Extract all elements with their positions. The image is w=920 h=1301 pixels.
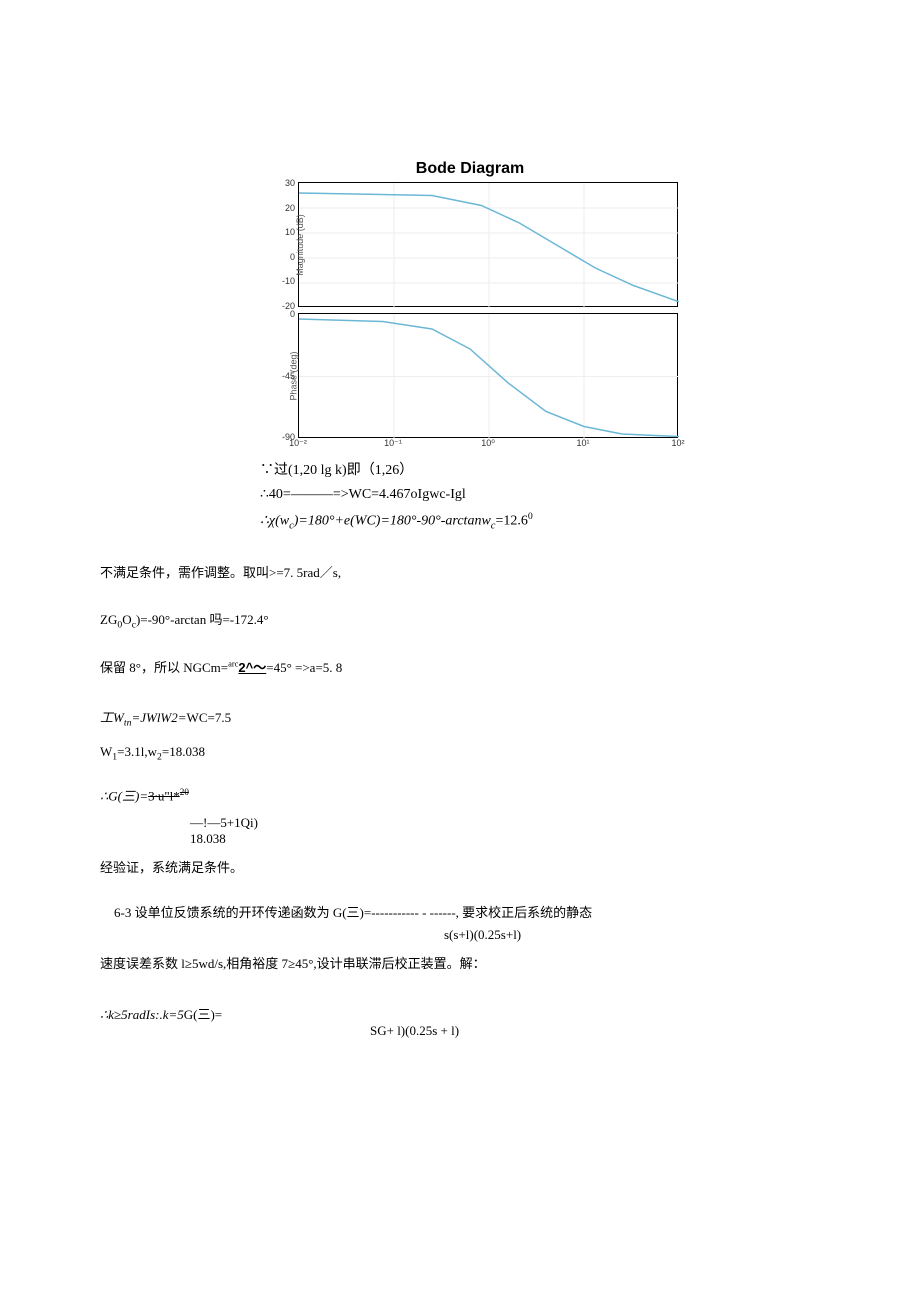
xtick: 10² — [671, 438, 684, 448]
ytick: 30 — [285, 178, 295, 188]
text: ZG — [100, 612, 117, 627]
text: SG+ l)(0.25s + l) — [370, 1017, 459, 1046]
mag-yticks: 30 20 10 0 -10 -20 — [273, 183, 297, 306]
text: )=-90°-arctan 吗=-172.4° — [136, 612, 269, 627]
math-line: ∴40=———=>WC=4.467oIgwc-Igl — [260, 484, 840, 506]
paragraph: 不满足条件，需作调整。取叫>=7. 5rad／s, — [100, 559, 840, 588]
xaxis-ticks: 10⁻² 10⁻¹ 10⁰ 10¹ 10² — [298, 438, 678, 454]
text: =JWlW2= — [131, 710, 186, 725]
mag-plot — [299, 183, 679, 308]
text: 工 — [100, 710, 113, 725]
text: =>WC=4.467oIgwc-Igl — [333, 487, 466, 502]
math-line: ∵过(1,20 lg k)即（1,26） — [260, 460, 840, 482]
text: —!—5+1Qi) — [190, 815, 258, 830]
xtick: 10¹ — [576, 438, 589, 448]
xtick: 10⁻¹ — [384, 438, 402, 449]
text: 3∙u"l* — [148, 789, 180, 804]
bode-diagram: Bode Diagram Magnitude (dB) 30 20 10 0 -… — [260, 160, 680, 454]
text: arc — [228, 658, 238, 668]
problem-6-3: 6-3 设单位反馈系统的开环传递函数为 G(三)=----------- - -… — [100, 901, 840, 924]
xtick: 10⁰ — [481, 438, 495, 449]
text: s(s+l)(0.25s+l) — [444, 923, 521, 946]
ytick: 0 — [290, 309, 295, 319]
text: W — [100, 744, 112, 759]
text: =18.038 — [162, 744, 205, 759]
chart-title: Bode Diagram — [260, 160, 680, 178]
text: 2^～ — [238, 660, 266, 675]
text: ∴G(三)= — [100, 789, 148, 804]
text: =3.1l,w — [117, 744, 157, 759]
text: w — [481, 513, 490, 528]
math-line: ∴χ(wc)=180°+e(WC)=180°-90°-arctanwc=12.6… — [260, 509, 840, 535]
paragraph: W1=3.1l,w2=18.038 — [100, 738, 840, 768]
magnitude-panel: Magnitude (dB) 30 20 10 0 -10 -20 — [298, 182, 678, 307]
text: ∴k≥5radIs:.k=5 — [100, 1007, 184, 1022]
text: =45° =>a=5. 8 — [266, 660, 342, 675]
ytick: -45 — [282, 371, 295, 381]
paragraph: ∴G(三)=3∙u"l*20 — [100, 782, 840, 811]
phase-panel: Phase (deg) 0 -45 -90 — [298, 313, 678, 438]
phase-yticks: 0 -45 -90 — [273, 314, 297, 437]
paragraph: ∴k≥5radIs:.k=5G(三)= SG+ l)(0.25s + l) — [100, 1001, 840, 1030]
text: )=180°+e(WC)=180°-90°-arctan — [294, 513, 482, 528]
paragraph: 6-3 设单位反馈系统的开环传递函数为 G(三)=----------- - -… — [114, 901, 840, 924]
paragraph: ZG0Oc)=-90°-arctan 吗=-172.4° — [100, 606, 840, 636]
ytick: -10 — [282, 276, 295, 286]
text: 6-3 设单位反馈系统的开环传递函数为 G(三)= — [114, 905, 371, 920]
paragraph: 经验证，系统满足条件。 — [100, 854, 840, 883]
text: G(三)= — [184, 1007, 222, 1022]
paragraph: 工Wtn=JWlW2=WC=7.5 — [100, 704, 840, 734]
math-block-1: ∵过(1,20 lg k)即（1,26） ∴40=———=>WC=4.467oI… — [260, 460, 840, 535]
text: W — [113, 710, 124, 725]
text: =12.6 — [495, 513, 527, 528]
paragraph: 保留 8°，所以 NGCm=arc2^～=45° =>a=5. 8 — [100, 654, 840, 683]
text: ∴χ(w — [260, 513, 289, 528]
xtick: 10⁻² — [289, 438, 307, 449]
phase-plot — [299, 314, 679, 439]
text: ——— — [291, 487, 333, 502]
ytick: 0 — [290, 252, 295, 262]
text: , 要求校正后系统的静态 — [456, 905, 593, 920]
text: ∴40= — [260, 487, 291, 502]
text: 18.038 — [190, 831, 226, 846]
paragraph: —!—5+1Qi) 18.038 — [190, 815, 840, 846]
text: 保留 8°，所以 NGCm= — [100, 660, 228, 675]
ytick: 10 — [285, 227, 295, 237]
ytick: 20 — [285, 203, 295, 213]
body-text: 不满足条件，需作调整。取叫>=7. 5rad／s, ZG0Oc)=-90°-ar… — [100, 559, 840, 1030]
paragraph: 速度误差系数 l≥5wd/s,相角裕度 7≥45°,设计串联滞后校正装置。解： — [100, 950, 840, 979]
text: WC=7.5 — [187, 710, 232, 725]
text: 20 — [180, 787, 189, 797]
text: 0 — [528, 511, 533, 522]
text: O — [122, 612, 131, 627]
text: ----------- - ------ — [371, 905, 455, 920]
